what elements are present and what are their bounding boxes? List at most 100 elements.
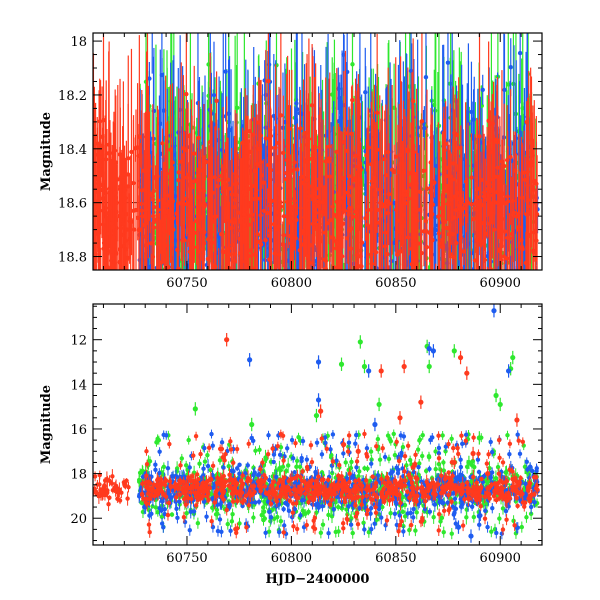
data-point [456,288,460,292]
data-point [448,251,453,257]
data-point [475,202,480,207]
data-point [268,203,273,209]
data-point [203,159,209,165]
data-point [419,293,423,297]
data-point [490,177,496,182]
data-point [298,237,303,242]
data-point [495,200,501,206]
data-point [406,235,411,240]
data-point [313,210,319,216]
data-point [258,242,264,247]
data-point [250,266,255,270]
data-point [215,184,221,189]
data-point [322,325,326,329]
data-point [198,188,203,193]
data-point [268,133,274,139]
data-point [255,231,260,237]
data-point [278,204,284,209]
data-point [97,196,103,201]
data-point [468,280,472,284]
data-point [148,241,154,246]
data-point [281,150,286,156]
data-point [201,188,207,194]
data-point [491,227,497,232]
data-point [140,277,144,281]
data-point [148,302,152,306]
data-point [235,309,239,313]
data-point [359,264,364,269]
data-point [476,321,480,325]
data-point [139,285,143,289]
data-point [389,167,395,172]
data-point [291,204,296,210]
data-point [91,286,95,290]
data-point [516,224,522,230]
data-point [357,469,362,474]
data-point [326,159,332,164]
data-point [276,252,282,257]
data-point [521,294,525,298]
y-axis-label: Magnitude [39,112,54,191]
data-point [212,263,217,268]
data-point [426,274,430,278]
data-point [303,290,307,294]
data-point [386,201,392,206]
data-point [428,216,433,222]
data-point [299,268,304,270]
data-point [250,212,255,217]
data-point [348,371,352,375]
data-point [243,192,249,197]
data-point [496,313,500,317]
data-point [118,281,122,285]
data-point [508,312,512,316]
data-point [383,204,388,209]
data-point [263,238,268,243]
data-point [517,50,523,56]
data-point [354,252,359,258]
data-point [184,270,188,274]
data-point [117,247,122,252]
data-point [419,119,425,124]
data-point [160,335,164,339]
data-point [449,197,454,202]
data-point [427,282,431,286]
data-point [364,153,369,158]
data-point [525,169,531,174]
data-point [364,294,368,298]
data-point [263,136,269,141]
data-point [263,275,267,279]
data-point [191,245,196,250]
data-point [249,280,253,284]
data-point [172,325,176,329]
data-point [149,297,153,301]
data-point [236,210,241,215]
data-point [95,141,100,146]
y-tick-label: 18 [70,35,87,50]
data-point [335,270,339,274]
data-point [270,327,274,331]
data-point [429,200,434,205]
data-point [139,208,144,213]
data-point [192,151,197,156]
data-point [454,273,458,277]
data-point [248,279,252,283]
data-point [531,296,535,300]
data-point [350,97,355,103]
data-point [366,145,372,150]
data-point [278,113,284,118]
data-point [350,309,354,313]
data-point [182,238,187,243]
data-point [417,189,423,195]
data-point [411,212,417,218]
data-point [345,190,350,195]
x-tick-label: 60900 [480,276,521,291]
data-point [439,205,444,211]
data-point [350,214,356,219]
data-point [176,170,181,175]
data-point [227,127,232,133]
data-point [358,254,363,259]
data-point [528,285,532,289]
data-point [129,149,134,155]
x-tick-label: 60850 [375,276,416,291]
y-tick-label: 18.6 [58,197,87,212]
